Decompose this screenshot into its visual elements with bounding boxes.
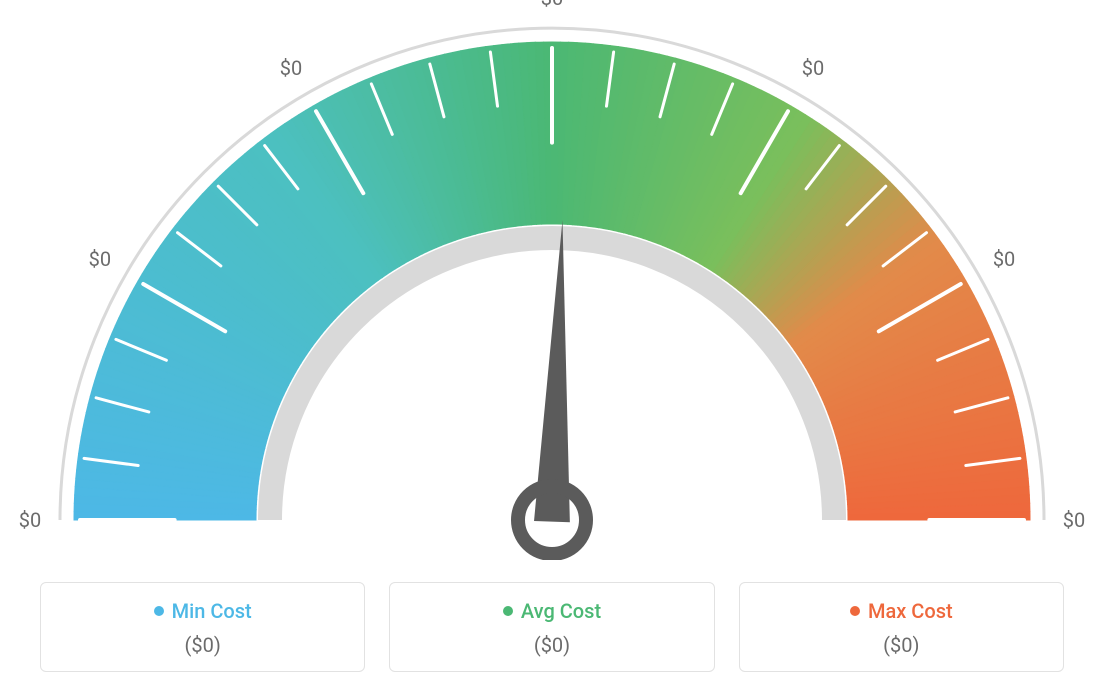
- legend-dot-avg: [503, 606, 513, 616]
- gauge-svg: [0, 0, 1104, 560]
- legend-card-min: Min Cost ($0): [40, 582, 365, 672]
- legend-card-max: Max Cost ($0): [739, 582, 1064, 672]
- legend-title-row: Min Cost: [154, 599, 252, 623]
- gauge-tick-label: $0: [19, 508, 41, 532]
- gauge-tick-label: $0: [802, 56, 824, 80]
- legend-dot-min: [154, 606, 164, 616]
- legend-value-max: ($0): [883, 633, 919, 657]
- legend-label-min: Min Cost: [172, 599, 252, 623]
- gauge-tick-label: $0: [1063, 508, 1085, 532]
- legend-card-avg: Avg Cost ($0): [389, 582, 714, 672]
- legend-title-row: Avg Cost: [503, 599, 601, 623]
- legend-value-avg: ($0): [534, 633, 570, 657]
- gauge-tick-label: $0: [993, 247, 1015, 271]
- gauge-tick-label: $0: [89, 247, 111, 271]
- legend-title-row: Max Cost: [850, 599, 953, 623]
- gauge-tick-label: $0: [280, 56, 302, 80]
- legend-row: Min Cost ($0) Avg Cost ($0) Max Cost ($0…: [40, 582, 1064, 672]
- gauge-tick-label: $0: [541, 0, 563, 10]
- legend-value-min: ($0): [185, 633, 221, 657]
- legend-label-avg: Avg Cost: [521, 599, 601, 623]
- legend-dot-max: [850, 606, 860, 616]
- chart-container: $0 $0 $0 $0 $0 $0 $0 Min Cost ($0) Avg Cost ($…: [0, 0, 1104, 690]
- legend-label-max: Max Cost: [868, 599, 953, 623]
- gauge: $0 $0 $0 $0 $0 $0 $0: [0, 0, 1104, 560]
